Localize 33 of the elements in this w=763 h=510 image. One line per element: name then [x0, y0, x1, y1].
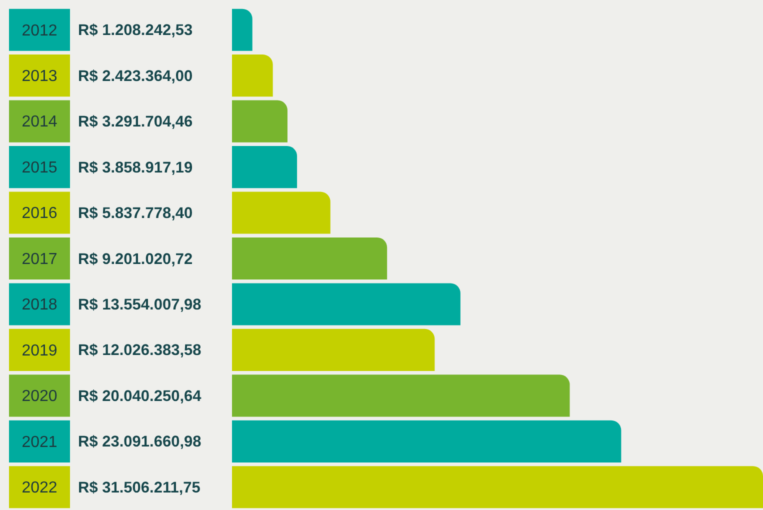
- bar: [232, 100, 288, 142]
- bar: [232, 8, 252, 51]
- y-tick-label: 2022: [22, 480, 58, 497]
- bar: [232, 466, 763, 508]
- data-label: R$ 13.554.007,98: [78, 296, 202, 314]
- y-tick-label: 2016: [22, 205, 58, 222]
- y-tick-label: 2013: [22, 68, 58, 85]
- data-label: R$ 2.423.364,00: [78, 68, 193, 85]
- data-label: R$ 3.291.704,46: [78, 114, 193, 131]
- y-tick-label: 2014: [22, 114, 58, 131]
- data-label: R$ 5.837.778,40: [78, 205, 193, 222]
- data-label: R$ 12.026.383,58: [78, 342, 202, 360]
- data-label: R$ 9.201.020,72: [78, 250, 193, 268]
- data-label: R$ 23.091.660,98: [78, 434, 202, 451]
- bar: [232, 192, 330, 234]
- bar: [232, 146, 298, 188]
- bar: [232, 54, 273, 97]
- data-label: R$ 1.208.242,53: [78, 22, 193, 40]
- y-tick-label: 2019: [22, 342, 58, 360]
- data-label: R$ 3.858.917,19: [78, 159, 193, 176]
- y-tick-label: 2012: [22, 22, 58, 40]
- bar: [232, 420, 622, 462]
- data-label: R$ 31.506.211,75: [78, 479, 201, 496]
- y-tick-label: 2017: [22, 250, 58, 268]
- bar: [232, 374, 570, 417]
- y-tick-label: 2021: [22, 434, 58, 451]
- y-tick-label: 2020: [22, 388, 58, 406]
- y-tick-label: 2015: [22, 159, 58, 176]
- data-label: R$ 20.040.250,64: [78, 388, 202, 405]
- bar: [232, 237, 388, 280]
- bar: [232, 328, 435, 371]
- bar: [232, 283, 460, 326]
- y-tick-label: 2018: [22, 296, 58, 314]
